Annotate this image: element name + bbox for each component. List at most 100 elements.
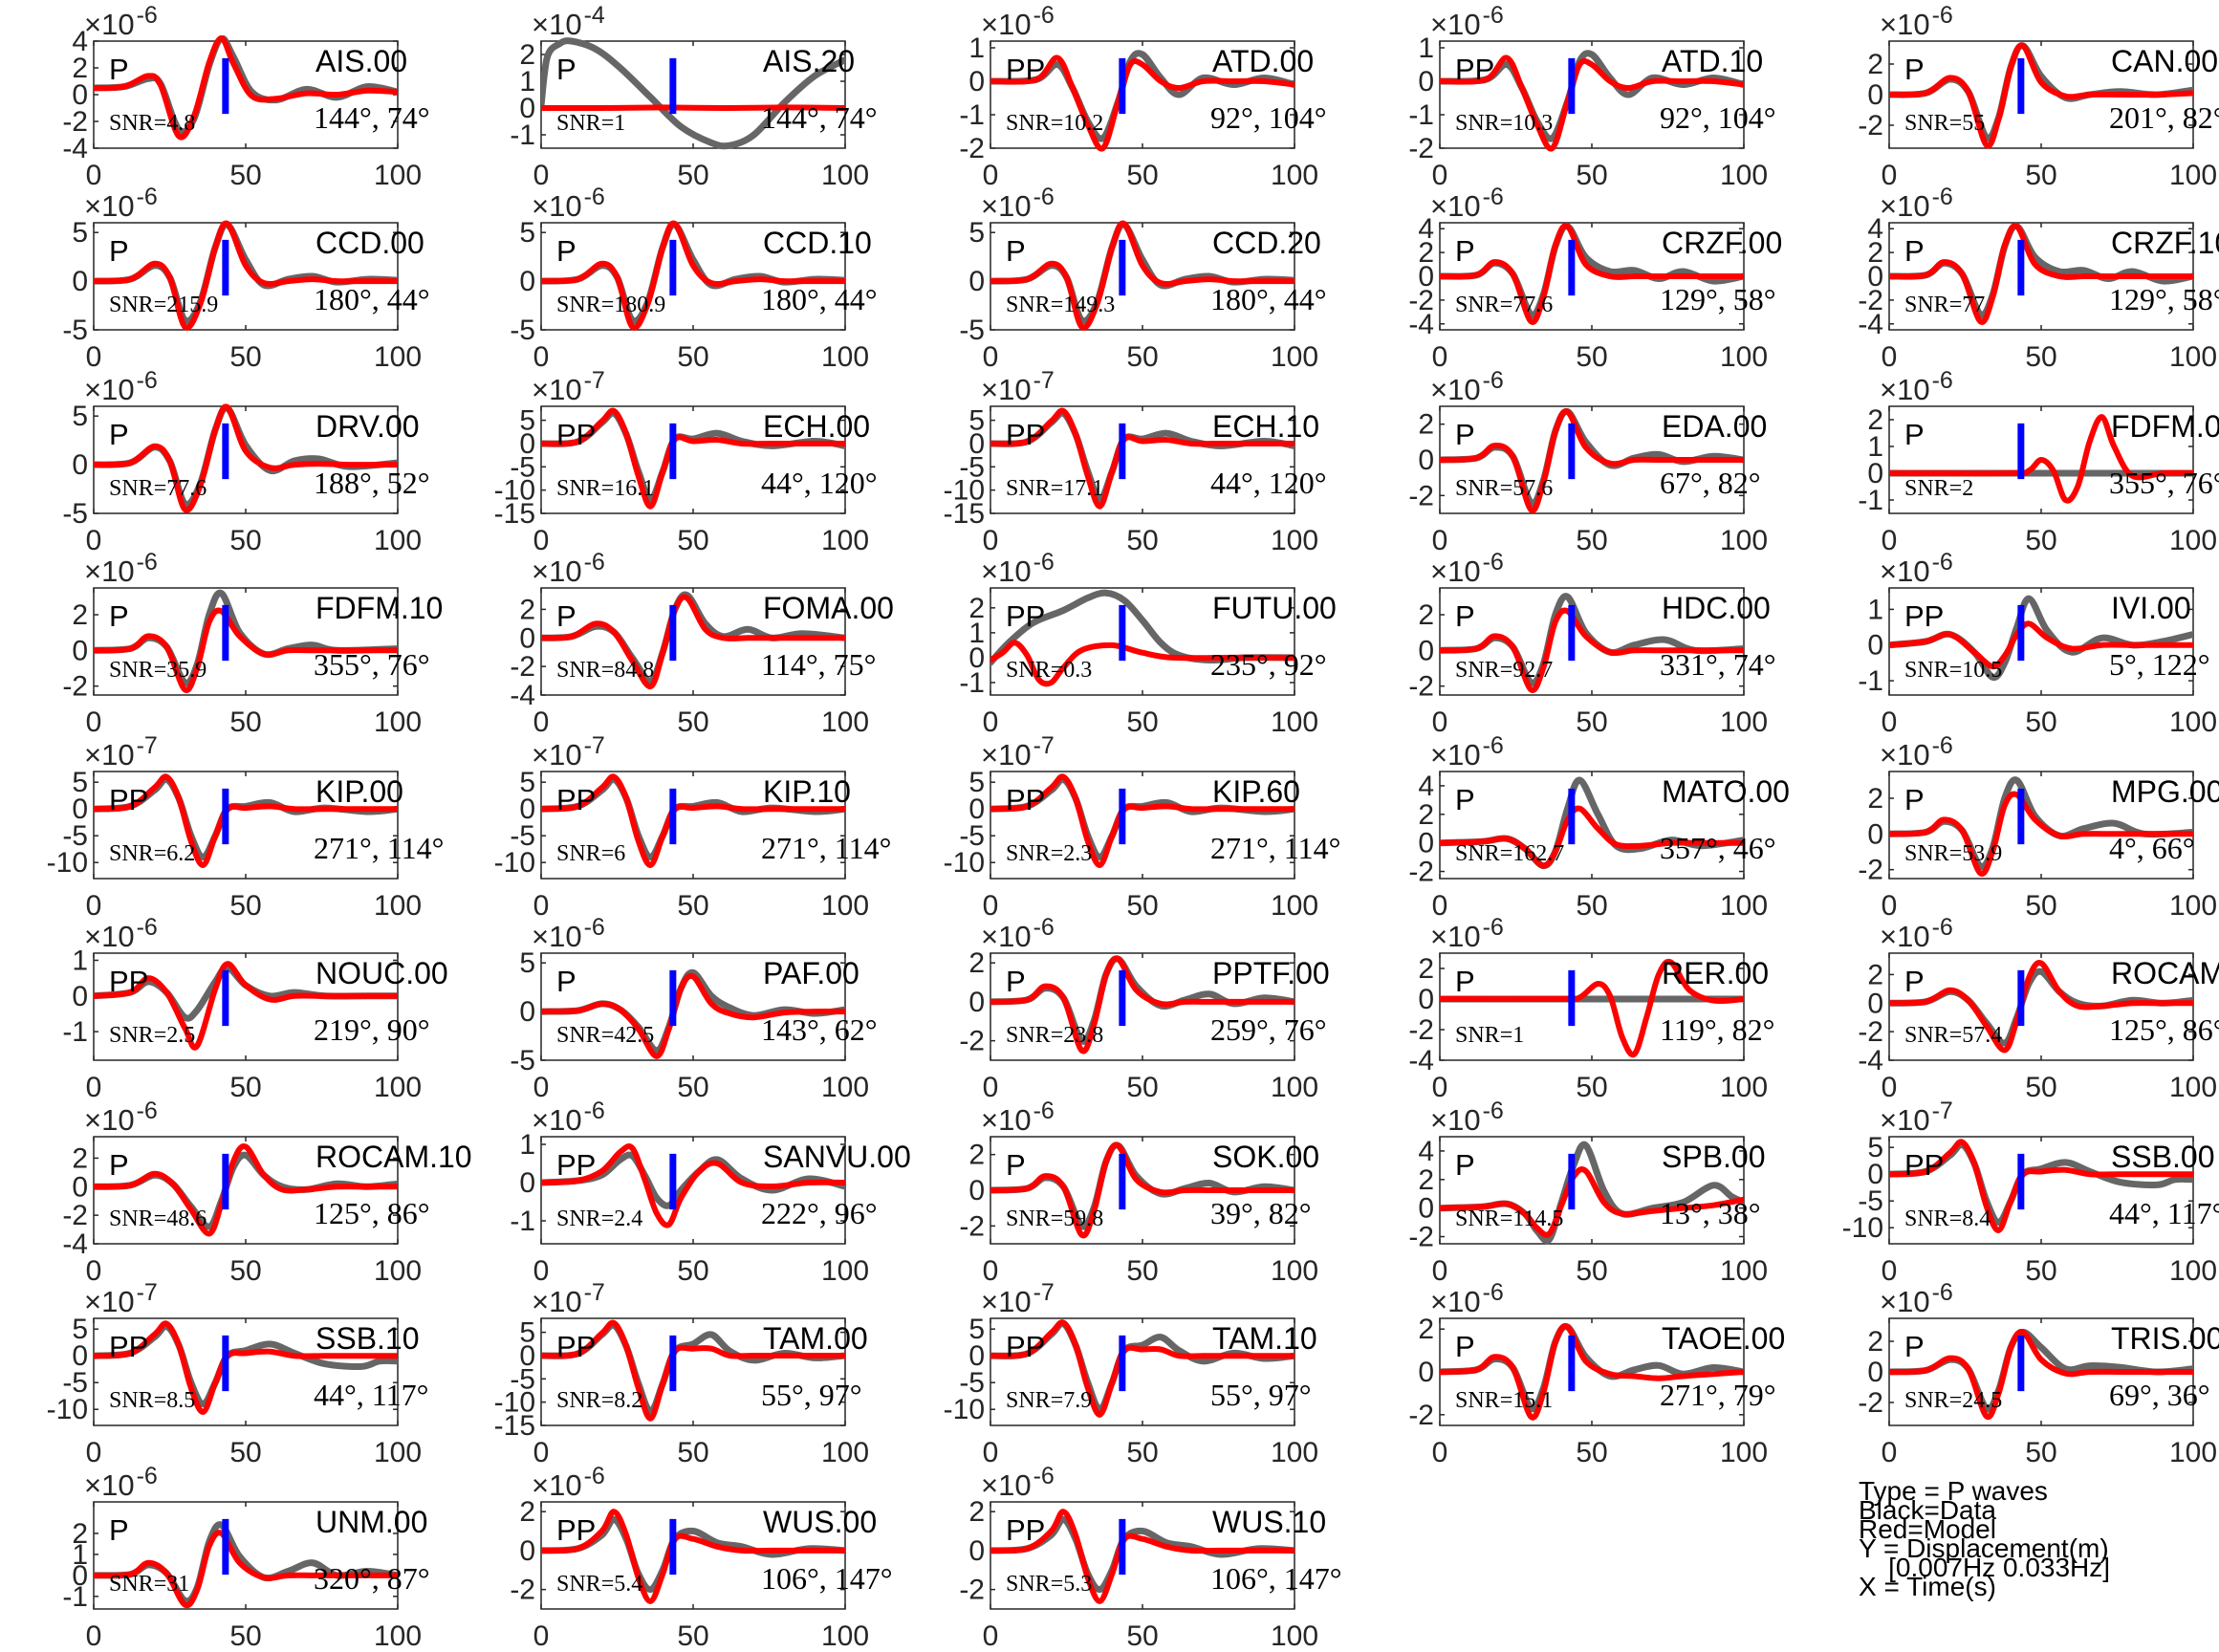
station-name: ATD.10 [1662, 44, 1764, 78]
station-name: SSB.00 [2111, 1140, 2215, 1174]
x-tick-label: 50 [2025, 341, 2056, 373]
x-tick-label: 100 [821, 341, 869, 373]
y-tick-label: -5 [959, 1367, 985, 1399]
waveform-panel: 0 50 100 2 0 -2 ×10-6 P EDA.00 SNR=57.6 67°, 82° [1396, 367, 1845, 556]
legend: Type = P waves Black=Data Red=Model Y = … [1859, 1478, 2110, 1600]
station-name: TAM.10 [1212, 1321, 1317, 1356]
y-tick-label: -2 [1858, 855, 1883, 886]
phase-label: P [1455, 1148, 1475, 1182]
y-tick-label: 2 [1867, 237, 1883, 269]
x-tick-label: 50 [229, 1437, 261, 1468]
y-exponent: ×10-6 [1880, 732, 1953, 772]
model-trace [990, 1509, 1294, 1604]
y-tick-label: -1 [1408, 99, 1434, 131]
azimuth-distance: 201°, 82° [2109, 100, 2219, 135]
phase-label: P [1455, 783, 1475, 816]
waveform-panel: 0 50 100 2 0 -2 ×10-6 P TRIS.00 SNR=24.5 69°, 36° [1845, 1279, 2219, 1468]
x-tick-label: 50 [2025, 160, 2056, 191]
model-trace [541, 407, 845, 510]
y-exponent: ×10-6 [1430, 1279, 1504, 1318]
x-tick-label: 0 [983, 706, 999, 738]
y-tick-label: 2 [1418, 799, 1434, 831]
phase-label: P [1455, 965, 1475, 998]
model-trace [94, 403, 398, 513]
y-tick-label: -2 [1858, 285, 1883, 316]
azimuth-distance: 180°, 44° [761, 282, 878, 316]
y-tick-label: -5 [510, 1045, 535, 1076]
y-tick-label: 2 [1418, 409, 1434, 441]
y-exponent-value: -7 [583, 1279, 605, 1306]
y-exponent: ×10-7 [532, 1279, 605, 1318]
y-exponent: ×10-6 [532, 1098, 605, 1137]
snr-label: SNR=10.2 [1006, 111, 1104, 136]
y-tick-label: -1 [62, 1016, 88, 1048]
x-tick-label: 100 [374, 160, 422, 191]
model-trace [1889, 1139, 2193, 1233]
y-exponent-value: -7 [136, 732, 158, 759]
y-tick-label: 0 [1867, 988, 1883, 1019]
y-exponent-value: -7 [583, 367, 605, 394]
y-exponent: ×10-6 [981, 184, 1055, 223]
y-tick-label: 2 [1418, 1164, 1434, 1196]
x-tick-label: 50 [1576, 1072, 1607, 1103]
snr-label: SNR=6.2 [109, 841, 196, 866]
x-tick-label: 0 [1882, 1072, 1898, 1103]
y-exponent-value: -6 [136, 1463, 158, 1489]
y-exponent: ×10-6 [981, 1463, 1055, 1502]
x-tick-label: 100 [821, 1255, 869, 1287]
y-tick-label: 5 [519, 405, 535, 437]
y-exponent-value: -6 [1482, 184, 1504, 210]
x-tick-label: 100 [374, 1072, 422, 1103]
y-tick-label: 0 [1867, 1357, 1883, 1388]
y-tick-label: 5 [968, 405, 985, 437]
y-tick-label: 0 [1418, 984, 1434, 1015]
model-trace [1440, 223, 1744, 325]
phase-label: PP [1455, 53, 1495, 86]
azimuth-distance: 143°, 62° [761, 1012, 878, 1047]
x-tick-label: 100 [1271, 1072, 1318, 1103]
phase-label: P [1006, 1148, 1026, 1182]
phase-label: P [1455, 234, 1475, 268]
y-tick-label: 0 [1418, 261, 1434, 293]
waveform-panel: 0 50 100 2 1 0 -1 ×10-6 PP FUTU.00 SNR=0.3 235°, 92… [946, 549, 1396, 738]
y-exponent-value: -7 [1033, 1279, 1055, 1306]
model-trace [1889, 414, 2193, 504]
azimuth-distance: 114°, 75° [761, 647, 877, 682]
y-tick-label: 0 [968, 1535, 985, 1567]
waveform-panel: 0 50 100 4 2 0 -2 -4 ×10-6 P CRZF.00 SNR=77.6 129°, … [1396, 184, 1845, 373]
y-tick-label: 5 [968, 767, 985, 798]
model-trace [1889, 42, 2193, 149]
panel-plot: 0 50 100 1 0 -1 [510, 1129, 869, 1287]
x-tick-label: 0 [86, 1072, 102, 1103]
y-tick-label: -2 [1408, 480, 1434, 511]
x-tick-label: 0 [86, 1255, 102, 1287]
y-exponent-value: -6 [1482, 732, 1504, 759]
x-tick-label: 0 [1882, 160, 1898, 191]
snr-label: SNR=57.6 [1455, 476, 1554, 501]
legend-data: Black=Data [1859, 1495, 1996, 1525]
y-tick-label: 5 [968, 217, 985, 249]
x-tick-label: 100 [821, 525, 869, 556]
station-name: TAM.00 [763, 1321, 868, 1356]
snr-label: SNR=114.5 [1455, 1206, 1564, 1231]
azimuth-distance: 355°, 76° [314, 647, 430, 682]
x-tick-label: 100 [1720, 890, 1768, 922]
y-exponent-value: -6 [583, 1098, 605, 1124]
y-exponent: ×10-6 [84, 2, 158, 41]
y-tick-label: 2 [519, 39, 535, 71]
x-tick-label: 0 [983, 1072, 999, 1103]
x-tick-label: 50 [677, 525, 708, 556]
y-tick-label: 0 [519, 1167, 535, 1199]
y-tick-label: 0 [968, 1175, 985, 1206]
phase-label: P [1006, 234, 1026, 268]
